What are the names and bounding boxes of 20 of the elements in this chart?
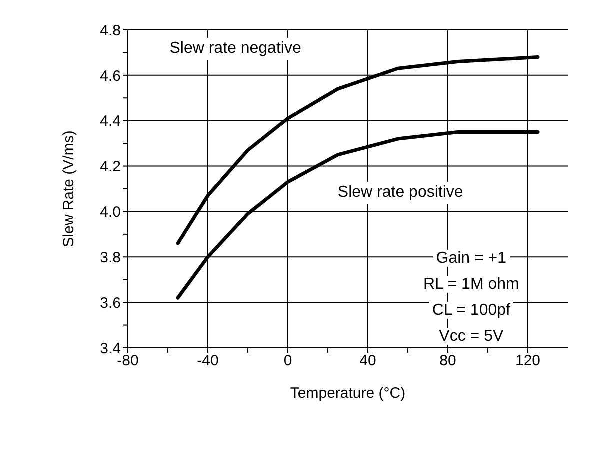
x-axis-title: Temperature (°C) [290, 385, 406, 402]
y-tick-label: 4.0 [100, 204, 121, 222]
x-tick-label: 0 [284, 352, 292, 370]
y-tick-label: 3.6 [100, 294, 121, 312]
text: Slew rate negative [166, 38, 306, 60]
y-tick-label: 3.8 [100, 249, 121, 266]
annotation: RL = 1M ohm [420, 276, 522, 293]
annotation: Vcc = 5V [436, 328, 507, 345]
y-tick-label: 4.8 [100, 22, 121, 40]
series-label: Slew rate positive [334, 182, 468, 204]
x-tick-label: 80 [440, 352, 456, 370]
x-tick-label: 120 [515, 352, 541, 370]
x-tick-label: 40 [360, 352, 376, 370]
y-axis-title: Slew Rate (V/ms) [60, 130, 78, 248]
annotation: Gain = +1 [433, 250, 510, 267]
x-tick-label: -40 [197, 352, 219, 370]
y-tick-label: 4.4 [100, 113, 121, 130]
y-tick-label: 4.6 [100, 68, 121, 85]
y-tick-label: 4.2 [100, 158, 121, 176]
annotation: CL = 100pf [429, 302, 514, 319]
